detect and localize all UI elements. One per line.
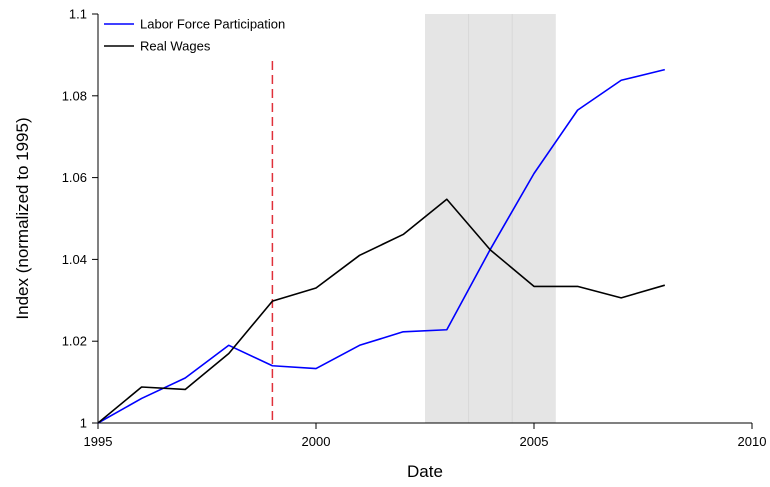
legend-label-2: Real Wages (140, 39, 211, 54)
y-axis-ticks: 1 1.02 1.04 1.06 1.08 1.1 (62, 7, 98, 431)
x-axis-ticks: 1995 2000 2005 2010 (84, 423, 767, 449)
y-tick-label: 1.02 (62, 334, 87, 349)
legend: Labor Force Participation Real Wages (104, 17, 285, 54)
legend-label-1: Labor Force Participation (140, 17, 285, 32)
y-tick-label: 1.04 (62, 252, 87, 267)
x-tick-label: 2000 (302, 434, 331, 449)
series-lines (97, 68, 666, 424)
y-tick-label: 1.1 (69, 7, 87, 22)
x-tick-label: 2010 (738, 434, 767, 449)
series-line-2 (97, 198, 666, 424)
x-tick-label: 1995 (84, 434, 113, 449)
x-axis-title: Date (407, 462, 443, 481)
y-axis-title: Index (normalized to 1995) (13, 117, 32, 319)
series-line-1 (97, 68, 665, 424)
y-tick-label: 1.06 (62, 170, 87, 185)
shaded-region (425, 14, 556, 423)
y-tick-label: 1.08 (62, 88, 87, 103)
y-tick-label: 1 (80, 416, 87, 431)
x-tick-label: 2005 (520, 434, 549, 449)
axes (97, 14, 752, 424)
shaded-region-rect (425, 14, 556, 423)
